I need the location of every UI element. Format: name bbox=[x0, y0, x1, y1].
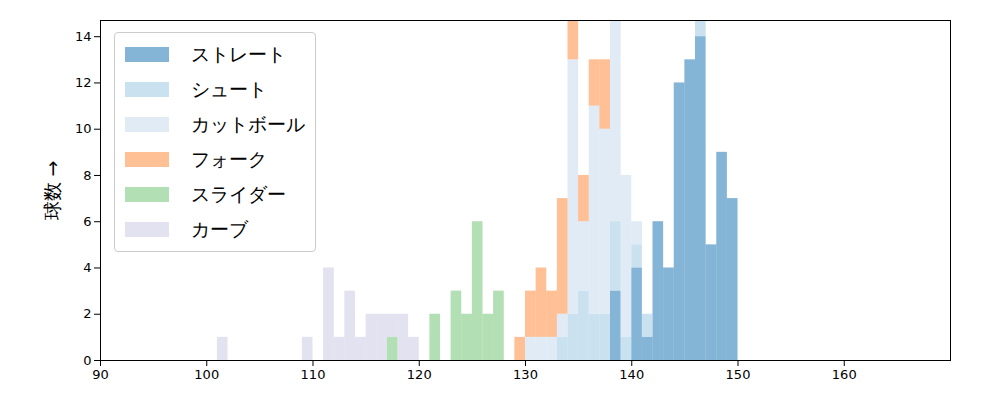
svg-text:6: 6 bbox=[83, 214, 91, 229]
svg-text:4: 4 bbox=[83, 260, 91, 275]
svg-text:140: 140 bbox=[619, 367, 644, 382]
html-text:フォーク: フォーク bbox=[191, 147, 267, 170]
svg-text:110: 110 bbox=[301, 367, 326, 382]
html-text:シュート: シュート bbox=[191, 77, 267, 100]
svg-text:2: 2 bbox=[83, 306, 91, 321]
svg-text:0: 0 bbox=[83, 353, 91, 368]
svg-text:160: 160 bbox=[832, 367, 857, 382]
html-text:ストレート: ストレート bbox=[191, 42, 286, 65]
svg-text:130: 130 bbox=[513, 367, 538, 382]
html-text:スライダー: スライダー bbox=[191, 182, 286, 205]
svg-text:10: 10 bbox=[75, 121, 92, 136]
svg-text:12: 12 bbox=[75, 75, 92, 90]
svg-text:100: 100 bbox=[194, 367, 219, 382]
svg-text:120: 120 bbox=[407, 367, 432, 382]
html-text:カーブ: カーブ bbox=[191, 217, 248, 240]
svg-text:8: 8 bbox=[83, 168, 91, 183]
html-text:カットボール: カットボール bbox=[191, 112, 305, 135]
svg-text:90: 90 bbox=[92, 367, 109, 382]
svg-text:球数 →: 球数 → bbox=[41, 161, 63, 221]
svg-text:14: 14 bbox=[75, 29, 92, 44]
svg-text:150: 150 bbox=[726, 367, 751, 382]
